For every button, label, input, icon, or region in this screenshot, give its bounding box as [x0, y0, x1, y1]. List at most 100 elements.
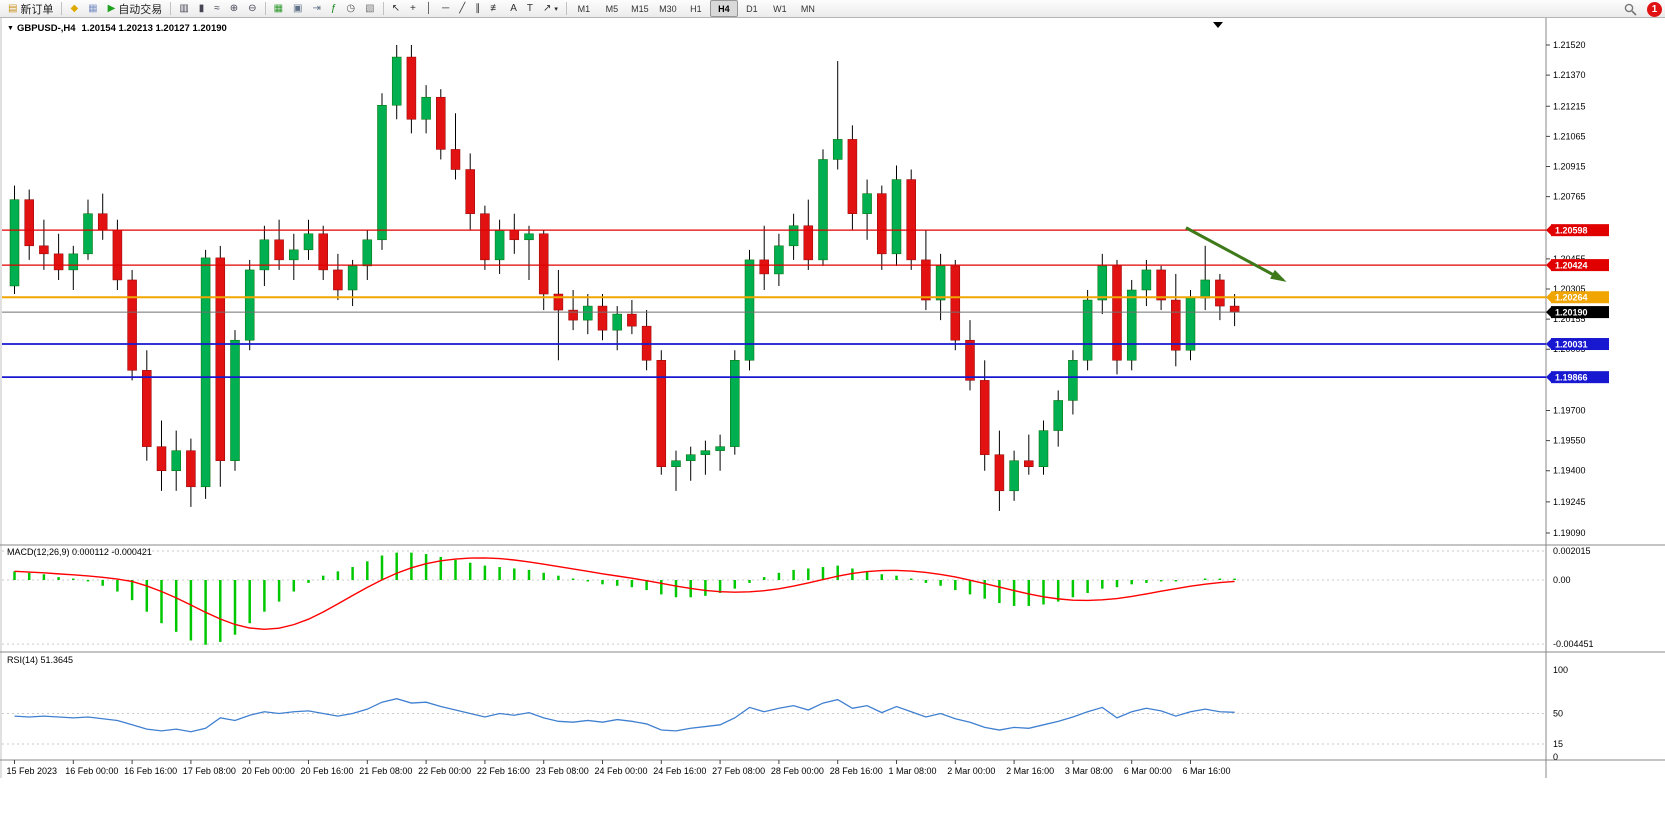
price-chart[interactable]: 1.21520 1.21370 1.21215 1.21065 1.20915 1.207… — [0, 18, 1665, 778]
time-axis-label: 28 Feb 00:00 — [771, 766, 824, 776]
notification-badge[interactable]: 1 — [1647, 1, 1662, 17]
time-axis-label: 2 Mar 16:00 — [1006, 766, 1054, 776]
data-window-button[interactable]: ▦ — [83, 0, 102, 18]
price-tag-notch — [1546, 292, 1551, 303]
time-axis-label: 28 Feb 16:00 — [830, 766, 883, 776]
channel-button[interactable]: ∥ — [470, 0, 485, 18]
line-chart-button[interactable]: ≈ — [209, 0, 225, 18]
time-axis-label: 2 Mar 00:00 — [947, 766, 995, 776]
price-tag — [1551, 291, 1609, 304]
chart-title: ▼ GBPUSD-,H4 1.20154 1.20213 1.20127 1.201… — [7, 23, 227, 34]
toolbar-separator — [382, 2, 384, 15]
autotrade-button[interactable]: ▶ 自动交易 — [103, 0, 168, 18]
time-axis-label: 16 Feb 16:00 — [124, 766, 177, 776]
timeframe-w1-button[interactable]: W1 — [773, 3, 787, 14]
toolbar-buttons: ▤ 新订单 ◆ ▦ ▶ 自动交易 ▥ ▮ ≈ ⊕ ⊖ ▦ ▣ ⇥ ƒ ◷ ▧ ↖ + │ ─ ╱ ∥ ≢ A T ↗ ▾ M1 M5 M15… — [3, 0, 822, 17]
market-watch-button[interactable]: ◆ — [65, 0, 83, 18]
label-button[interactable]: T — [522, 0, 538, 18]
time-axis-label: 1 Mar 08:00 — [889, 766, 937, 776]
price-axis-label: 1.19700 — [1553, 405, 1586, 415]
horizontal-line-button[interactable]: ─ — [437, 0, 454, 18]
time-axis-label: 6 Mar 16:00 — [1183, 766, 1231, 776]
horizontal-line-icon: ─ — [442, 2, 450, 14]
macd-indicator-label: MACD(12,26,9) 0.000112 -0.000421 — [7, 547, 152, 557]
timeframe-m15-button[interactable]: M15 — [631, 3, 649, 14]
rsi-axis-label: 100 — [1553, 665, 1568, 675]
time-axis-label: 16 Feb 00:00 — [65, 766, 118, 776]
arrow-annotation[interactable] — [1185, 226, 1284, 282]
fibonacci-button[interactable]: ≢ — [485, 0, 505, 18]
cursor-button[interactable]: ↖ — [387, 0, 405, 18]
price-tag-notch — [1546, 225, 1551, 236]
new-order-icon: ▤ — [8, 2, 18, 14]
crosshair-button[interactable]: + — [405, 0, 421, 18]
time-axis-label: 22 Feb 00:00 — [418, 766, 471, 776]
new-order-button-label: 新订单 — [20, 3, 54, 16]
time-axis-label: 3 Mar 08:00 — [1065, 766, 1113, 776]
rsi-line — [14, 698, 1235, 733]
chart-shift-marker-icon[interactable] — [1213, 22, 1223, 28]
price-axis-label: 1.21520 — [1553, 40, 1586, 50]
symbol-dropdown-icon[interactable]: ▼ — [7, 25, 14, 32]
macd-axis-label: 0.002015 — [1553, 546, 1591, 556]
timeframe-m5-button[interactable]: M5 — [605, 3, 619, 14]
bar-chart-icon: ▥ — [179, 2, 189, 14]
price-axis-label: 1.21370 — [1553, 70, 1586, 80]
toolbar-separator — [61, 2, 63, 15]
autotrade-button-label: 自动交易 — [118, 3, 163, 16]
candlestick-chart-icon: ▮ — [198, 2, 205, 14]
trendline-icon: ╱ — [459, 2, 466, 14]
auto-arrange-icon: ▣ — [293, 2, 303, 14]
price-tag — [1551, 224, 1609, 237]
zoom-in-button[interactable]: ⊕ — [225, 0, 243, 18]
tile-windows-button[interactable]: ▦ — [269, 0, 288, 18]
timeframe-h1-button[interactable]: H1 — [690, 3, 702, 14]
indicators-icon: ƒ — [330, 2, 337, 14]
chart-shift-button[interactable]: ⇥ — [307, 0, 325, 18]
fibonacci-icon: ≢ — [490, 2, 501, 14]
macd-histogram — [13, 552, 1236, 645]
text-button[interactable]: A — [505, 0, 522, 18]
candlestick-chart-button[interactable]: ▮ — [194, 0, 210, 18]
timeframe-d1-button[interactable]: D1 — [746, 3, 758, 14]
time-axis-label: 15 Feb 2023 — [7, 766, 58, 776]
periods-button[interactable]: ◷ — [341, 0, 360, 18]
market-watch-icon: ◆ — [70, 2, 79, 14]
time-axis-label: 24 Feb 16:00 — [653, 766, 706, 776]
timeframe-m30-button[interactable]: M30 — [659, 3, 677, 14]
indicators-button[interactable]: ƒ — [326, 0, 342, 18]
price-tag-label: 1.20598 — [1555, 226, 1588, 236]
timeframe-h4-button[interactable]: H4 — [709, 0, 738, 17]
line-chart-icon: ≈ — [214, 2, 220, 14]
trendline-button[interactable]: ╱ — [454, 0, 470, 18]
chart-shift-icon: ⇥ — [312, 2, 321, 14]
vertical-line-icon: │ — [425, 2, 433, 14]
rsi-indicator-label: RSI(14) 51.3645 — [7, 655, 74, 665]
search-button[interactable] — [1619, 0, 1642, 18]
new-order-button[interactable]: ▤ 新订单 — [3, 0, 58, 18]
search-icon — [1624, 3, 1637, 16]
price-axis-label: 1.20305 — [1553, 284, 1586, 294]
candles-layer[interactable] — [9, 45, 1240, 511]
price-tag-notch — [1546, 307, 1551, 318]
bar-chart-button[interactable]: ▥ — [174, 0, 193, 18]
symbol-timeframe-label: GBPUSD-,H4 — [16, 23, 76, 34]
price-axis-label: 1.19400 — [1553, 466, 1586, 476]
dropdown-caret-icon: ▾ — [554, 5, 558, 13]
arrows-button[interactable]: ↗ ▾ — [538, 0, 563, 18]
timeframe-m1-button[interactable]: M1 — [577, 3, 591, 14]
auto-arrange-button[interactable]: ▣ — [288, 0, 307, 18]
templates-button[interactable]: ▧ — [360, 0, 379, 18]
macd-axis-label: -0.004451 — [1553, 639, 1594, 649]
vertical-line-button[interactable]: │ — [421, 0, 437, 18]
templates-icon: ▧ — [365, 2, 375, 14]
toolbar-separator — [264, 2, 266, 15]
rsi-axis-label: 50 — [1553, 709, 1563, 719]
price-tag — [1551, 306, 1609, 319]
label-icon: T — [526, 2, 533, 14]
timeframe-mn-button[interactable]: MN — [800, 3, 815, 14]
price-tag-notch — [1546, 339, 1551, 350]
time-axis-label: 24 Feb 00:00 — [595, 766, 648, 776]
toolbar: ▤ 新订单 ◆ ▦ ▶ 自动交易 ▥ ▮ ≈ ⊕ ⊖ ▦ ▣ ⇥ ƒ ◷ ▧ ↖ + │ ─ ╱ ∥ ≢ A T ↗ ▾ M1 M5 M15… — [0, 0, 1665, 18]
zoom-out-button[interactable]: ⊖ — [243, 0, 261, 18]
